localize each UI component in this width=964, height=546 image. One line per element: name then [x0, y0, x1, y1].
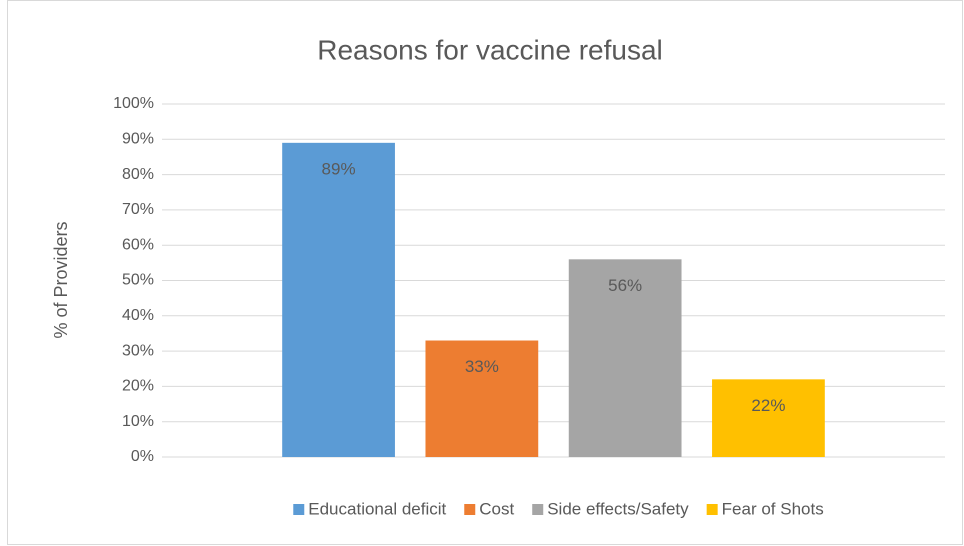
- bar: [282, 142, 395, 457]
- y-tick-label: 100%: [113, 95, 154, 112]
- bar: [712, 379, 825, 457]
- bar: [568, 259, 682, 457]
- legend-swatch: [293, 504, 305, 515]
- y-tick-label: 20%: [122, 378, 154, 395]
- legend-label: Educational deficit: [308, 499, 446, 518]
- legend-swatch: [532, 504, 544, 515]
- legend-swatch: [706, 504, 718, 515]
- y-tick-label: 80%: [122, 166, 154, 183]
- y-tick-label: 60%: [122, 236, 154, 253]
- y-tick-label: 50%: [122, 272, 154, 289]
- data-label: 33%: [465, 357, 499, 376]
- data-label: 89%: [322, 159, 356, 178]
- y-tick-label: 90%: [122, 131, 154, 148]
- y-tick-label: 70%: [122, 201, 154, 218]
- chart-title: Reasons for vaccine refusal: [317, 34, 663, 65]
- legend-label: Cost: [479, 499, 514, 518]
- legend-swatch: [464, 504, 476, 515]
- y-tick-label: 30%: [122, 342, 154, 359]
- bar: [425, 340, 539, 457]
- data-label: 56%: [608, 276, 642, 295]
- y-tick-label: 0%: [131, 448, 154, 465]
- y-tick-label: 10%: [122, 413, 154, 430]
- y-tick-label: 40%: [122, 307, 154, 324]
- legend-label: Side effects/Safety: [547, 499, 689, 518]
- legend-label: Fear of Shots: [722, 499, 824, 518]
- data-label: 22%: [751, 396, 785, 415]
- y-axis-label: % of Providers: [51, 221, 71, 338]
